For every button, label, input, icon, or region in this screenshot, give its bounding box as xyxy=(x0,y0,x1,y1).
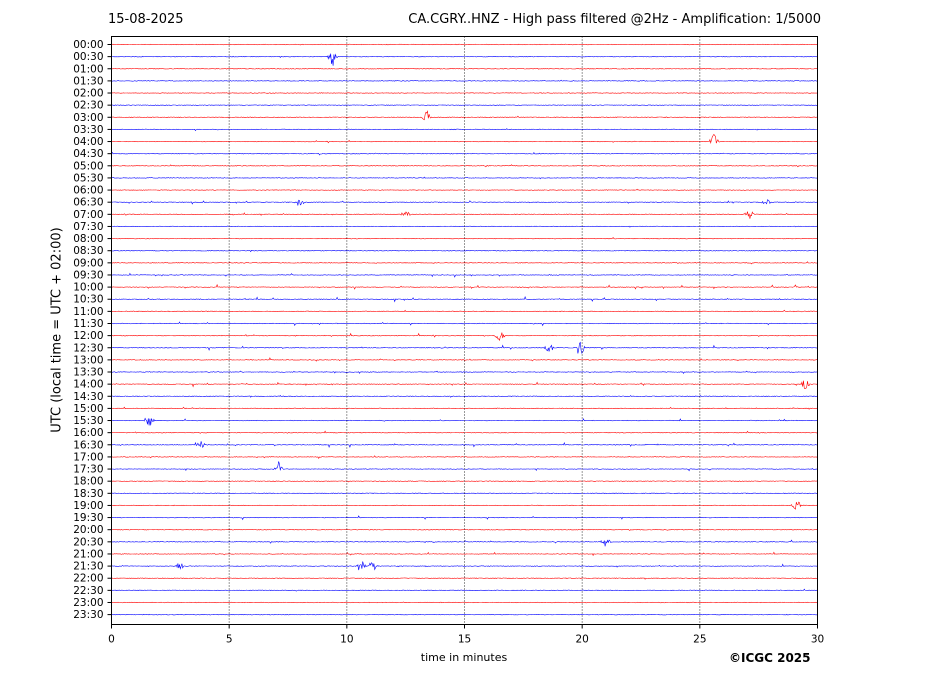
y-tick-label: 13:30 xyxy=(73,367,103,379)
trace-1400 xyxy=(111,380,818,390)
y-tick-label: 02:30 xyxy=(73,100,103,112)
y-tick-label: 14:00 xyxy=(73,379,103,391)
y-tick-label: 03:00 xyxy=(73,112,103,124)
trace-2000 xyxy=(111,529,818,531)
y-tick-label: 07:30 xyxy=(73,221,103,233)
trace-2300 xyxy=(111,601,818,604)
x-tick-label: 15 xyxy=(458,634,471,646)
y-tick-label: 11:00 xyxy=(73,306,103,318)
y-tick-label: 05:30 xyxy=(73,172,103,184)
grid-layer xyxy=(228,36,701,625)
y-tick-label: 19:00 xyxy=(73,500,103,512)
trace-0900 xyxy=(111,261,818,265)
chart-title: CA.CGRY..HNZ - High pass filtered @2Hz -… xyxy=(408,12,821,27)
trace-0100 xyxy=(111,68,818,70)
trace-2130 xyxy=(111,561,818,571)
x-tick-label: 10 xyxy=(340,634,353,646)
trace-1100 xyxy=(111,309,818,313)
x-tick-label: 0 xyxy=(108,634,115,646)
y-tick-label: 00:00 xyxy=(73,39,103,51)
y-tick-label: 10:30 xyxy=(73,294,103,306)
trace-1200 xyxy=(111,332,818,342)
y-tick-label: 06:30 xyxy=(73,197,103,209)
y-tick-label: 15:00 xyxy=(73,403,103,415)
trace-0200 xyxy=(111,92,818,94)
y-tick-label: 16:00 xyxy=(73,427,103,439)
trace-2100 xyxy=(111,551,818,557)
y-ticks-layer: 00:0000:3001:0001:3002:0002:3003:0003:30… xyxy=(73,39,112,621)
x-ticks-layer: 0 5 10 15 20 25 30 xyxy=(108,624,824,646)
x-tick-label: 25 xyxy=(693,634,706,646)
y-tick-label: 05:00 xyxy=(73,160,103,172)
x-tick-label: 20 xyxy=(575,634,588,646)
y-tick-label: 11:30 xyxy=(73,318,103,330)
y-tick-label: 13:00 xyxy=(73,354,103,366)
y-tick-label: 17:30 xyxy=(73,464,103,476)
y-tick-label: 23:30 xyxy=(73,609,103,621)
y-tick-label: 04:30 xyxy=(73,148,103,160)
y-tick-label: 14:30 xyxy=(73,391,103,403)
y-tick-label: 16:30 xyxy=(73,439,103,451)
trace-0930 xyxy=(111,272,818,278)
trace-1130 xyxy=(111,321,818,327)
y-tick-label: 23:00 xyxy=(73,597,103,609)
y-tick-label: 22:30 xyxy=(73,585,103,597)
y-tick-label: 17:00 xyxy=(73,451,103,463)
y-tick-label: 01:30 xyxy=(73,75,103,87)
y-tick-label: 22:00 xyxy=(73,573,103,585)
y-tick-label: 06:00 xyxy=(73,185,103,197)
y-tick-label: 02:00 xyxy=(73,88,103,100)
trace-0130 xyxy=(111,79,818,82)
trace-1330 xyxy=(111,370,818,375)
trace-0300 xyxy=(111,110,818,121)
y-tick-label: 00:30 xyxy=(73,51,103,63)
y-tick-label: 04:00 xyxy=(73,136,103,148)
trace-0830 xyxy=(111,250,818,253)
x-tick-label: 30 xyxy=(811,634,824,646)
trace-1030 xyxy=(111,296,818,303)
y-tick-label: 10:00 xyxy=(73,282,103,294)
y-tick-label: 20:00 xyxy=(73,524,103,536)
copyright-label: ©ICGC 2025 xyxy=(729,651,811,665)
trace-2200 xyxy=(111,577,818,580)
trace-0230 xyxy=(111,104,818,106)
trace-1230 xyxy=(111,341,818,355)
y-tick-label: 09:00 xyxy=(73,257,103,269)
y-tick-label: 18:30 xyxy=(73,488,103,500)
y-tick-label: 08:30 xyxy=(73,245,103,257)
y-tick-label: 15:30 xyxy=(73,415,103,427)
trace-2230 xyxy=(111,588,818,592)
trace-1000 xyxy=(111,283,818,290)
y-tick-label: 03:30 xyxy=(73,124,103,136)
trace-0700 xyxy=(111,211,818,219)
y-tick-label: 18:00 xyxy=(73,476,103,488)
trace-0000 xyxy=(111,43,818,46)
trace-1930 xyxy=(111,515,818,521)
y-tick-label: 08:00 xyxy=(73,233,103,245)
trace-1300 xyxy=(111,357,818,362)
y-tick-label: 12:30 xyxy=(73,342,103,354)
x-tick-label: 5 xyxy=(226,634,233,646)
y-tick-label: 12:00 xyxy=(73,330,103,342)
y-tick-label: 20:30 xyxy=(73,536,103,548)
y-tick-label: 01:00 xyxy=(73,63,103,75)
trace-0030 xyxy=(111,53,818,66)
y-tick-label: 21:30 xyxy=(73,561,103,573)
x-axis-label: time in minutes xyxy=(420,651,508,664)
date-label: 15-08-2025 xyxy=(108,12,184,27)
y-tick-label: 09:30 xyxy=(73,269,103,281)
y-tick-label: 07:00 xyxy=(73,209,103,221)
trace-2330 xyxy=(111,613,818,616)
trace-0400 xyxy=(111,133,818,144)
y-tick-label: 21:00 xyxy=(73,548,103,560)
trace-2030 xyxy=(111,539,818,547)
y-tick-label: 19:30 xyxy=(73,512,103,524)
